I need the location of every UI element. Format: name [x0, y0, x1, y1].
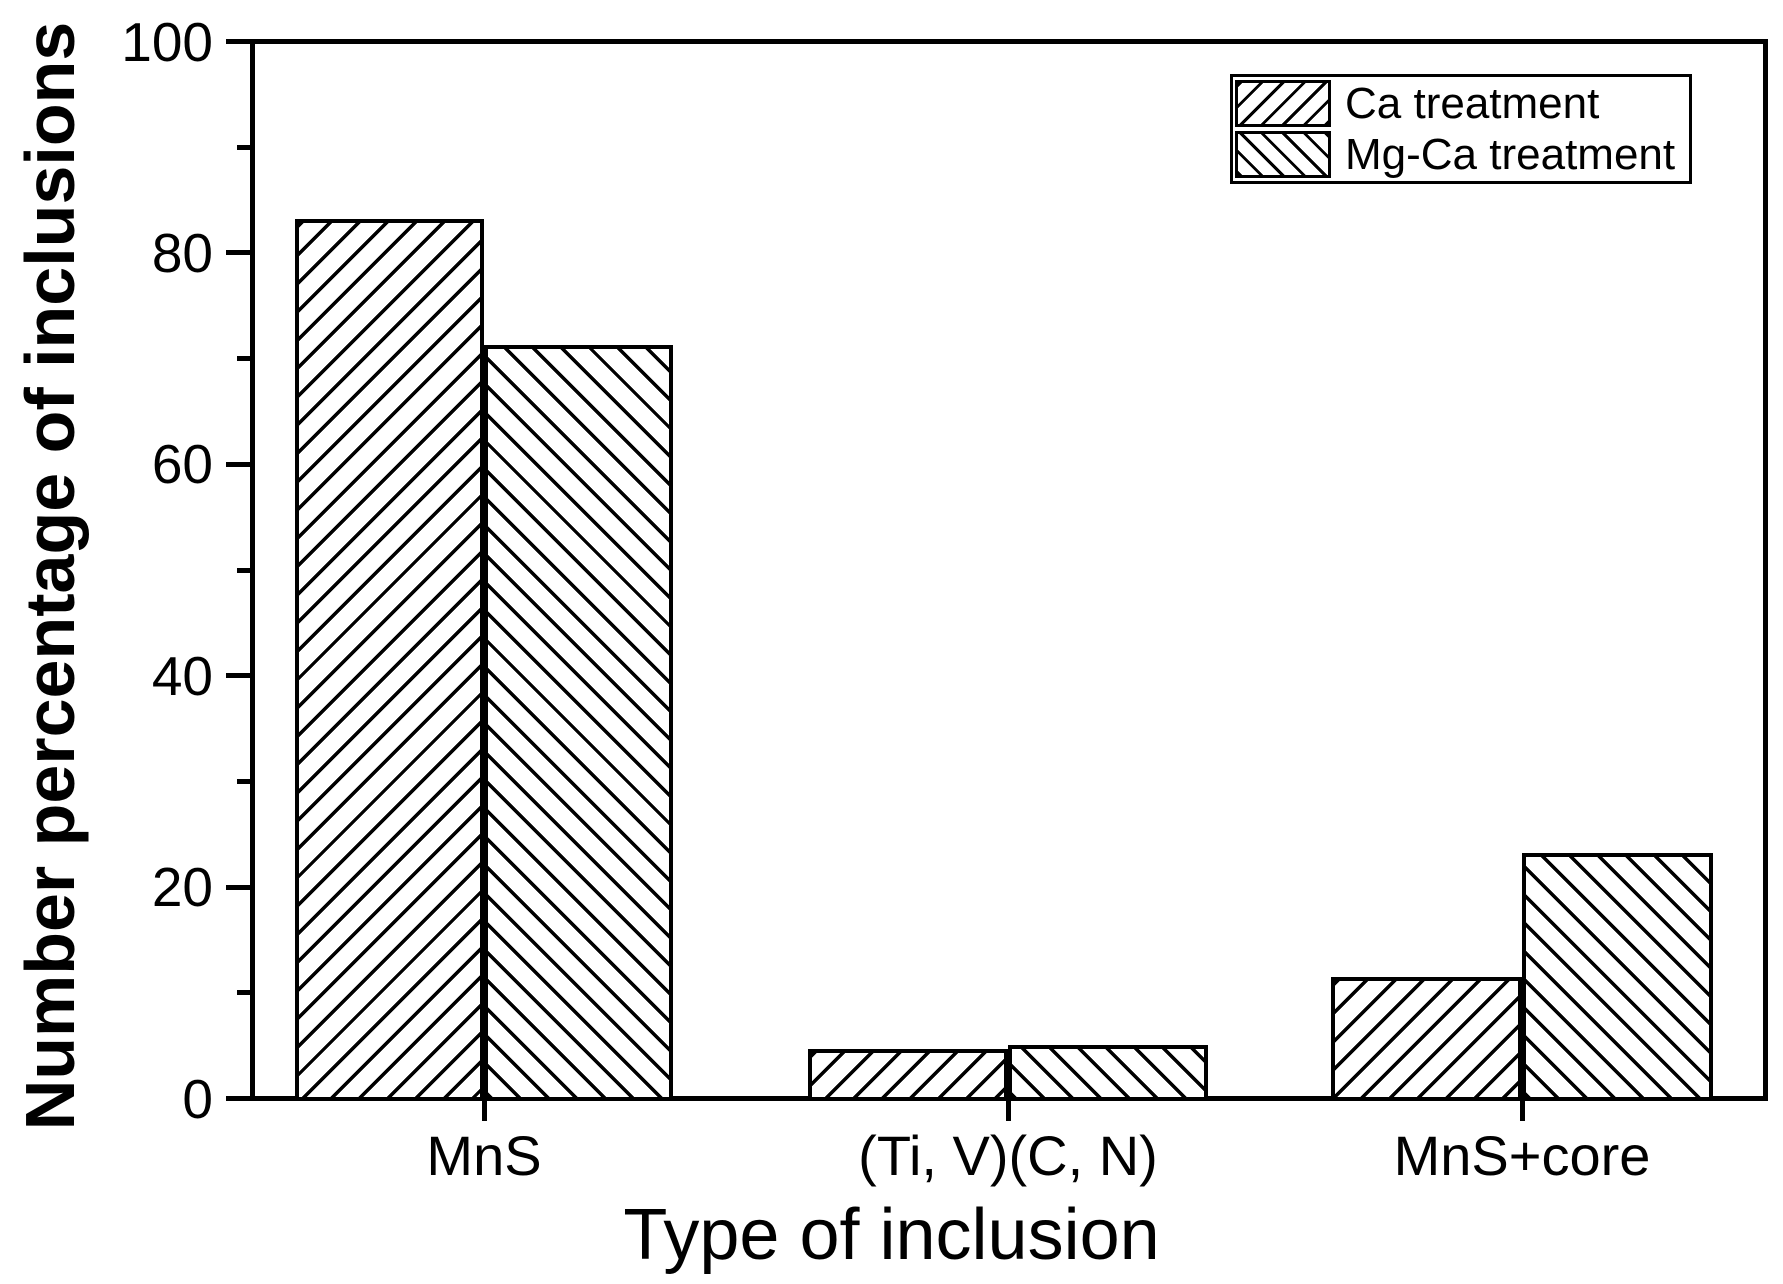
y-minor-tick-50 — [237, 567, 250, 573]
bar-mg-ca-treatment-mns-core — [1522, 853, 1713, 1101]
x-axis-title: Type of inclusion — [623, 1195, 1160, 1275]
x-tick-label-mns: MnS — [426, 1124, 542, 1187]
bar-mg-ca-treatment-ti-v-c-n — [1008, 1045, 1208, 1101]
legend-label-ca-treatment: Ca treatment — [1345, 79, 1600, 128]
backward-hatch-swatch-icon — [1235, 131, 1331, 178]
y-tick-label-100: 100 — [121, 10, 213, 73]
legend-label-mg-ca-treatment: Mg-Ca treatment — [1345, 130, 1676, 179]
bar-ca-treatment-ti-v-c-n — [808, 1049, 1008, 1101]
x-tick-ti-v-c-n — [1005, 1101, 1011, 1121]
y-axis-title: Number percentage of inclusions — [11, 21, 89, 1131]
x-tick-mns-core — [1519, 1101, 1525, 1121]
y-minor-tick-70 — [237, 356, 250, 362]
y-tick-label-20: 20 — [151, 856, 213, 919]
x-tick-label-ti-v-c-n: (Ti, V)(C, N) — [858, 1124, 1158, 1187]
forward-hatch-swatch-icon — [1235, 80, 1331, 127]
y-tick-100 — [226, 39, 250, 44]
y-minor-tick-10 — [237, 990, 250, 996]
y-tick-60 — [226, 461, 250, 467]
legend: Ca treatment Mg-Ca treatment — [1230, 74, 1692, 184]
bar-ca-treatment-mns — [295, 219, 484, 1101]
y-tick-0 — [226, 1096, 250, 1101]
y-tick-label-60: 60 — [151, 433, 213, 496]
y-minor-tick-30 — [237, 778, 250, 784]
x-tick-mns — [481, 1101, 487, 1121]
bar-mg-ca-treatment-mns — [484, 345, 673, 1101]
bar-ca-treatment-mns-core — [1331, 977, 1522, 1101]
legend-item-mg-ca-treatment: Mg-Ca treatment — [1235, 130, 1683, 179]
y-tick-label-40: 40 — [151, 644, 213, 707]
legend-item-ca-treatment: Ca treatment — [1235, 79, 1683, 128]
y-tick-label-80: 80 — [151, 221, 213, 284]
x-tick-label-mns-core: MnS+core — [1393, 1124, 1651, 1187]
y-tick-80 — [226, 250, 250, 256]
y-tick-40 — [226, 673, 250, 679]
y-minor-tick-90 — [237, 144, 250, 150]
y-tick-20 — [226, 884, 250, 890]
y-tick-label-0: 0 — [182, 1067, 213, 1130]
